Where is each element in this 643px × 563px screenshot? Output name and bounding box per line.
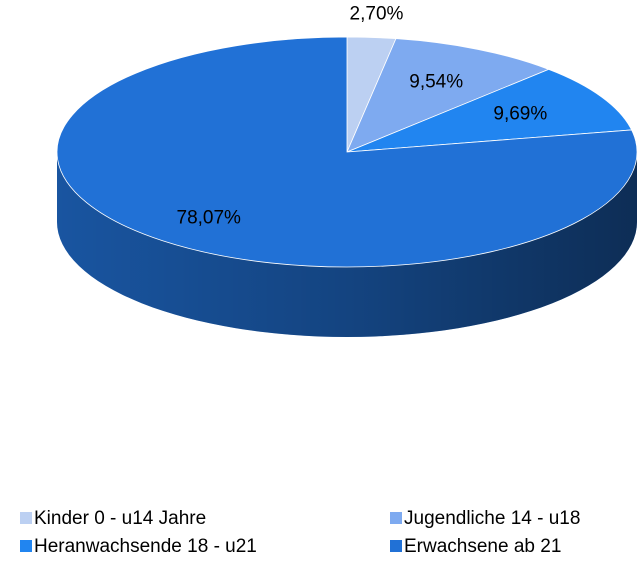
legend-label: Erwachsene ab 21 bbox=[404, 536, 561, 557]
slice bbox=[346, 38, 550, 153]
legend-swatch bbox=[390, 540, 402, 552]
slice bbox=[56, 36, 638, 268]
data-label: 2,70% bbox=[350, 4, 404, 25]
data-label: 78,07% bbox=[177, 208, 242, 229]
legend-swatch bbox=[20, 512, 32, 524]
legend-label: Kinder 0 - u14 Jahre bbox=[34, 508, 206, 529]
legend-swatch bbox=[390, 512, 402, 524]
data-label: 9,54% bbox=[409, 71, 463, 92]
legend-swatch bbox=[20, 540, 32, 552]
data-label: 9,69% bbox=[493, 104, 547, 125]
legend-label: Jugendliche 14 - u18 bbox=[404, 508, 580, 529]
slice bbox=[346, 68, 633, 153]
slice-side-shade bbox=[57, 152, 637, 337]
legend-label: Heranwachsende 18 - u21 bbox=[34, 536, 257, 557]
